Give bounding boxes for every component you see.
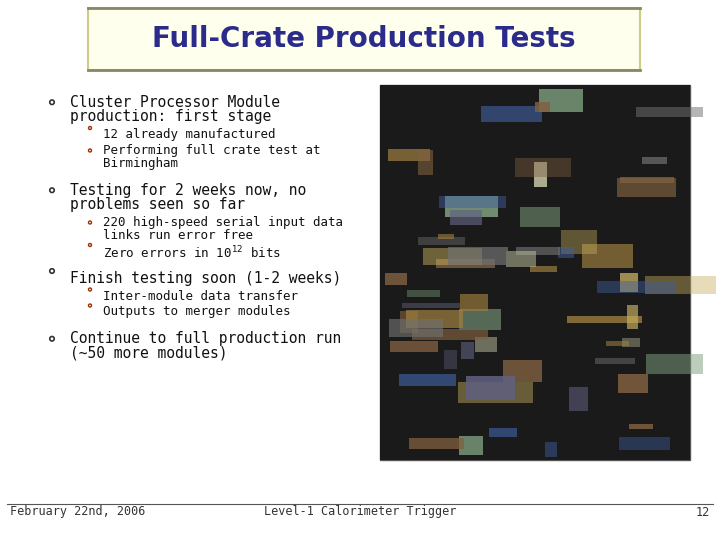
Text: Level-1 Calorimeter Trigger: Level-1 Calorimeter Trigger bbox=[264, 505, 456, 518]
Text: 220 high-speed serial input data: 220 high-speed serial input data bbox=[103, 216, 343, 229]
Bar bbox=[450, 210, 482, 225]
Bar bbox=[645, 276, 716, 294]
Text: links run error free: links run error free bbox=[103, 229, 253, 242]
Bar bbox=[618, 374, 648, 393]
Bar bbox=[629, 424, 652, 429]
Bar bbox=[385, 273, 408, 285]
Bar bbox=[399, 374, 456, 386]
Text: (~50 more modules): (~50 more modules) bbox=[70, 346, 228, 361]
Text: Birmingham: Birmingham bbox=[103, 157, 178, 170]
Bar bbox=[439, 196, 506, 207]
Bar bbox=[459, 309, 501, 330]
Bar bbox=[569, 387, 588, 411]
Bar bbox=[534, 163, 547, 187]
Bar bbox=[389, 148, 430, 161]
Text: Cluster Processor Module: Cluster Processor Module bbox=[70, 95, 280, 110]
Text: problems seen so far: problems seen so far bbox=[70, 198, 245, 213]
Bar bbox=[489, 428, 517, 437]
Text: production: first stage: production: first stage bbox=[70, 110, 271, 125]
Text: Performing full crate test at: Performing full crate test at bbox=[103, 144, 320, 157]
Bar bbox=[505, 251, 536, 267]
Bar bbox=[516, 158, 571, 177]
Bar bbox=[619, 177, 675, 183]
Bar bbox=[516, 247, 560, 255]
Bar bbox=[409, 438, 464, 449]
Text: February 22nd, 2006: February 22nd, 2006 bbox=[10, 505, 145, 518]
Bar bbox=[545, 442, 557, 457]
Bar bbox=[423, 247, 482, 265]
Text: Zero errors in 10$^{12}$ bits: Zero errors in 10$^{12}$ bits bbox=[103, 245, 281, 261]
Bar bbox=[448, 247, 508, 265]
Bar bbox=[617, 178, 675, 197]
Bar bbox=[619, 437, 670, 450]
Bar bbox=[636, 107, 703, 117]
Text: Inter-module data transfer: Inter-module data transfer bbox=[103, 289, 298, 302]
Bar bbox=[460, 294, 488, 311]
Bar bbox=[622, 339, 639, 347]
Bar bbox=[462, 342, 474, 359]
Bar bbox=[88, 8, 640, 70]
Bar bbox=[534, 102, 550, 112]
Bar bbox=[436, 259, 495, 268]
Bar bbox=[557, 247, 574, 258]
Text: Outputs to merger modules: Outputs to merger modules bbox=[103, 306, 290, 319]
Text: Finish testing soon (1-2 weeks): Finish testing soon (1-2 weeks) bbox=[70, 271, 341, 286]
Bar bbox=[466, 376, 515, 400]
Bar bbox=[459, 436, 483, 455]
Text: Continue to full production run: Continue to full production run bbox=[70, 332, 341, 347]
Bar bbox=[380, 85, 690, 460]
Text: 12 already manufactured: 12 already manufactured bbox=[103, 128, 276, 141]
Bar bbox=[418, 237, 465, 246]
Bar bbox=[475, 336, 497, 352]
Bar bbox=[646, 354, 703, 374]
Bar bbox=[642, 157, 667, 165]
Text: Full-Crate Production Tests: Full-Crate Production Tests bbox=[152, 25, 576, 53]
Text: Testing for 2 weeks now, no: Testing for 2 weeks now, no bbox=[70, 183, 306, 198]
Bar bbox=[400, 310, 418, 333]
Bar bbox=[481, 106, 542, 123]
Text: 12: 12 bbox=[696, 505, 710, 518]
Bar bbox=[606, 341, 629, 346]
Bar bbox=[389, 319, 444, 338]
Bar bbox=[406, 310, 462, 328]
Bar bbox=[561, 230, 597, 254]
Bar bbox=[444, 350, 456, 369]
Bar bbox=[407, 290, 441, 297]
Bar bbox=[582, 244, 633, 268]
Bar bbox=[539, 90, 583, 112]
Bar bbox=[445, 196, 498, 218]
Bar bbox=[503, 360, 542, 382]
Bar bbox=[627, 305, 638, 329]
Bar bbox=[619, 273, 638, 292]
Bar bbox=[390, 341, 438, 352]
Bar bbox=[380, 85, 690, 460]
Bar bbox=[567, 316, 642, 323]
Bar bbox=[413, 329, 488, 340]
Bar bbox=[520, 207, 560, 227]
Bar bbox=[458, 382, 534, 403]
Bar bbox=[438, 234, 454, 239]
Bar bbox=[530, 266, 557, 272]
Bar bbox=[595, 358, 636, 364]
Bar bbox=[402, 303, 460, 308]
Bar bbox=[418, 151, 433, 175]
Bar bbox=[597, 281, 675, 293]
